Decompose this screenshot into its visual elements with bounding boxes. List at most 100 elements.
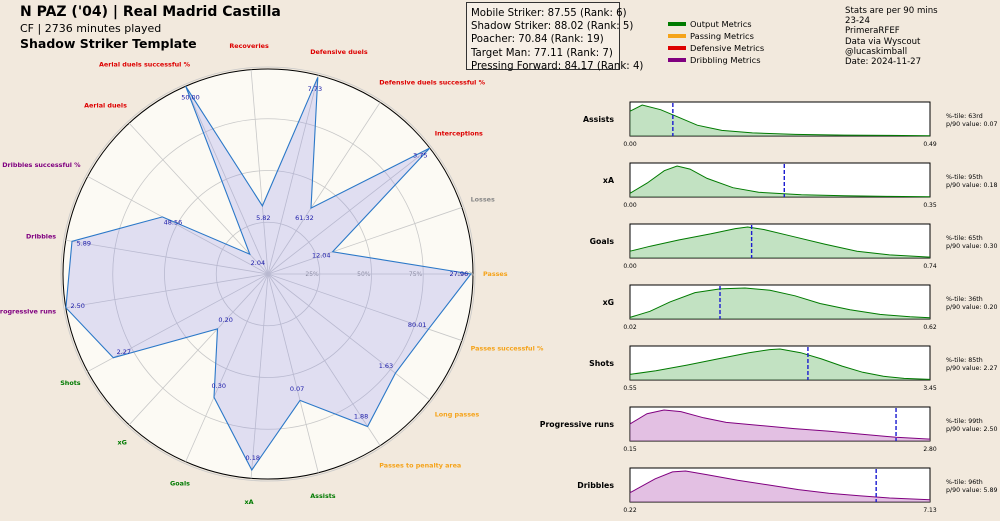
info-line: Date: 2024-11-27 [845,57,922,68]
density-area [630,166,930,197]
legend-item: Output Metrics [668,18,764,30]
info-line: @lucaskimball [845,46,908,57]
rank-box: Mobile Striker: 87.55 (Rank: 6) Shadow S… [466,2,644,72]
density-panel-frame [629,162,931,198]
radar-value-label: 50.00 [181,93,200,101]
rank-line: Shadow Striker: 88.02 (Rank: 5) [471,21,634,33]
legend-label: Output Metrics [690,19,752,29]
radar-metric-label: Aerial duels [84,102,127,110]
legend-swatch [668,22,686,26]
p90-value-label: p/90 value: 0.18 [946,182,997,189]
legend-item: Dribbling Metrics [668,54,764,66]
radar-metric-label: Defensive duels successful % [379,78,485,86]
percentile-label: %-tile: 95th [946,174,983,181]
radar-metric-label: xA [245,498,254,506]
radar-metric-label: Losses [471,196,495,204]
radar-spoke [65,273,269,309]
axis-min-label: 0.55 [623,385,637,392]
density-metric-label: Shots [589,359,614,368]
radar-spoke [128,122,269,275]
radar-spoke [267,273,463,341]
radar-value-label: 1.88 [354,412,368,420]
radar-value-label: 61.32 [295,214,314,222]
rank-line: Mobile Striker: 87.55 (Rank: 6) [471,8,627,19]
density-curve [629,104,931,137]
radar-value-label: 0.07 [290,385,304,393]
rank-line: Poacher: 70.84 (Rank: 19) [471,34,604,46]
radar-spoke [128,273,269,426]
radar-value-label: 0.20 [218,316,232,324]
radar-spoke [267,207,463,275]
axis-min-label: 0.22 [623,507,637,514]
legend-label: Defensive Metrics [690,43,765,53]
density-area [630,227,930,258]
radar-value-label: 27.96 [450,270,469,278]
density-curve [629,287,931,319]
legend-label: Passing Metrics [690,31,754,41]
radar-value-label: 80.01 [408,321,427,329]
ring-label: 25% [305,271,319,278]
p90-value-label: p/90 value: 2.27 [946,365,997,372]
radar-metric-label: Dribbles successful % [2,161,81,169]
legend-item: Defensive Metrics [668,42,764,54]
axis-max-label: 3.45 [923,385,937,392]
radar-value-label: 3.75 [413,151,427,159]
density-area [630,410,930,441]
percentile-label: %-tile: 36th [946,296,983,303]
p90-value-label: p/90 value: 5.89 [946,487,997,494]
info-block: Stats are per 90 mins 23-24 PrimeraRFEF … [845,6,938,67]
radar-metric-label: Progressive runs [0,308,56,316]
info-line: Data via Wyscout [845,36,921,47]
density-panel-frame [629,101,931,137]
template-title: Shadow Striker Template [20,36,197,51]
percentile-label: %-tile: 63rd [946,113,983,120]
radar-value-label: 1.63 [379,362,393,370]
radar-spoke [267,147,431,275]
legend-swatch [668,46,686,50]
legend-swatch [668,34,686,38]
radar-spoke [267,102,381,275]
axis-max-label: 0.74 [923,263,937,270]
radar-value-label: 0.30 [212,382,226,390]
density-metric-label: Goals [590,237,615,246]
axis-max-label: 2.80 [923,446,937,453]
axis-min-label: 0.00 [623,202,637,209]
axis-max-label: 7.13 [923,507,937,514]
radar-metric-label: Dribbles [26,232,56,240]
p90-value-label: p/90 value: 0.30 [946,243,997,250]
radar-value-label: 48.56 [164,219,183,227]
density-metric-label: xG [603,298,614,307]
density-metric-label: Assists [583,115,614,124]
radar-metric-label: Interceptions [435,129,483,137]
radar-spoke [185,86,269,275]
density-panel-frame [629,345,931,381]
axis-min-label: 0.02 [623,324,637,331]
p90-value-label: p/90 value: 0.07 [946,121,997,128]
radar-spoke [185,273,269,462]
axis-min-label: 0.00 [623,263,637,270]
rank-line: Target Man: 77.11 (Rank: 7) [471,47,613,59]
axis-min-label: 0.00 [623,141,637,148]
axis-max-label: 0.35 [923,202,937,209]
ring-label: 50% [357,271,371,278]
radar-metric-label: Passes successful % [471,344,544,352]
info-line: Stats are per 90 mins [845,6,938,16]
info-line: PrimeraRFEF [845,26,900,37]
axis-max-label: 0.62 [923,324,937,331]
rank-line: Pressing Forward: 84.17 (Rank: 4) [471,60,644,72]
radar-metric-label: Assists [310,492,336,500]
density-curve [629,165,931,198]
density-curve [629,348,931,380]
radar-metric-label: Passes to penalty area [379,462,461,470]
percentile-label: %-tile: 65th [946,235,983,242]
radar-value-label: 5.82 [256,214,270,222]
density-area [630,288,930,319]
legend-label: Dribbling Metrics [690,55,761,65]
radar-spoke [267,273,431,401]
density-metric-label: Dribbles [577,481,614,490]
radar-metric-label: Goals [170,480,190,488]
percentile-label: %-tile: 99th [946,418,983,425]
radar-value-label: 2.27 [117,348,131,356]
legend: Output Metrics Passing Metrics Defensive… [668,18,764,66]
